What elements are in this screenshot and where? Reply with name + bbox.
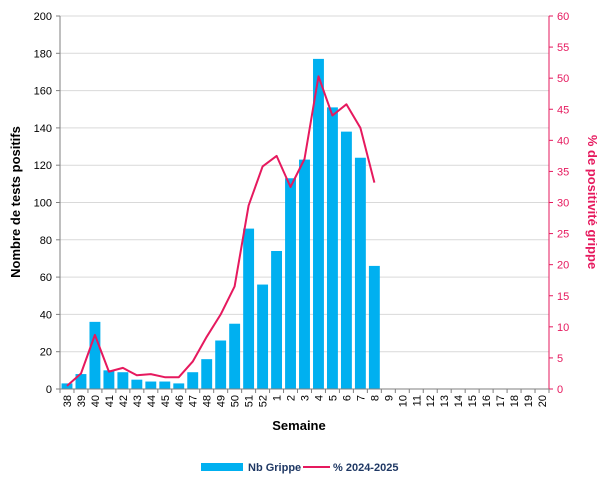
legend: Nb Grippe % 2024-2025 [201,462,398,474]
x-tick-label: 42 [118,395,130,407]
y-tick-label: 200 [34,11,52,23]
bar [61,383,73,389]
y-tick-label: 40 [40,309,52,321]
x-tick-label: 38 [62,395,74,407]
bar [187,372,199,389]
x-tick-label: 9 [383,395,395,401]
y-tick-label: 120 [34,160,52,172]
bar [131,379,143,389]
x-tick-label: 16 [481,395,493,407]
x-tick-labels: 38 39 40 41 42 43 44 45 46 47 48 49 50 51 52 1 2 3 4 5 6 7 8 9 1… [62,395,549,407]
y-tick-label: 20 [40,347,52,359]
bar [117,372,129,389]
bar [257,284,269,389]
x-tick-label: 20 [537,395,549,407]
x-tick-label: 5 [327,395,339,401]
y-tick-label: 0 [46,384,52,396]
x-tick-label: 50 [230,395,242,407]
x-tick-label: 10 [397,395,409,407]
x-tick-label: 1 [272,395,284,401]
y-tick-label: 160 [34,86,52,98]
x-tick-label: 6 [341,395,353,401]
y-tick-label: 100 [34,198,52,210]
x-tick-label: 15 [467,395,479,407]
axes [56,15,553,393]
x-tick-label: 47 [188,395,200,407]
y-tick-label: 180 [34,48,52,60]
y-axis-label: Nombre de tests positifs [8,126,23,278]
bar [201,359,213,389]
x-tick-label: 18 [509,395,521,407]
y2-tick-label: 50 [557,73,569,85]
y2-tick-label: 10 [557,322,569,334]
y-tick-label: 60 [40,272,52,284]
y2-tick-label: 55 [557,42,569,54]
bar [313,58,324,390]
x-tick-label: 41 [104,395,116,407]
x-tick-label: 8 [369,395,381,401]
bar [173,383,185,389]
bar [215,340,227,389]
y2-tick-label: 30 [557,198,569,210]
x-tick-label: 7 [355,395,367,401]
bar [285,178,296,389]
y2-tick-label: 5 [557,353,563,365]
y2-tick-label: 60 [557,11,569,23]
bar [299,159,310,389]
bar-series [61,58,380,390]
bar [354,157,366,389]
y2-tick-label: 45 [557,104,569,116]
x-tick-label: 49 [216,395,228,407]
bar [103,370,115,389]
right-tick-labels: 0 5 10 15 20 25 30 35 40 45 50 55 60 [557,11,569,396]
x-tick-label: 4 [313,395,325,401]
x-tick-label: 43 [132,395,144,407]
x-axis-label: Semaine [272,418,325,433]
x-tick-label: 45 [160,395,172,407]
x-tick-label: 12 [425,395,437,407]
y2-tick-label: 15 [557,291,569,303]
bar [229,323,241,389]
y2-tick-label: 0 [557,384,563,396]
x-tick-label: 46 [174,395,186,407]
line-series [66,75,376,387]
x-tick-label: 13 [439,395,451,407]
x-tick-label: 39 [76,395,88,407]
bar [89,321,101,389]
line-path [66,75,376,387]
x-tick-label: 40 [90,395,102,407]
bar [340,131,352,389]
x-tick-label: 17 [495,395,507,407]
x-tick-label: 52 [258,395,270,407]
x-tick-label: 51 [244,395,256,407]
bar [75,374,87,389]
x-tick-label: 14 [453,395,465,407]
y2-tick-label: 35 [557,166,569,178]
y2-tick-label: 25 [557,229,569,241]
bar [243,228,255,389]
y-tick-label: 140 [34,123,52,135]
x-tick-label: 19 [523,395,535,407]
y2-tick-label: 40 [557,135,569,147]
y2-axis-label: % de positivité grippe [585,135,597,269]
bar [271,250,283,389]
legend-label-line: % 2024-2025 [333,462,398,474]
y-tick-label: 80 [40,235,52,247]
left-tick-labels: 0 20 40 60 80 100 120 140 160 180 200 [34,11,52,396]
bar [159,381,171,389]
bar [326,107,338,389]
bar [145,381,157,389]
x-tick-label: 11 [411,395,423,406]
y2-tick-label: 20 [557,260,569,272]
x-tick-label: 48 [202,395,214,407]
legend-label-bar: Nb Grippe [248,462,301,474]
x-tick-label: 3 [300,395,312,401]
bar [368,265,380,389]
x-tick-label: 2 [286,395,298,401]
x-tick-label: 44 [146,395,158,407]
legend-swatch-bar [201,463,243,471]
